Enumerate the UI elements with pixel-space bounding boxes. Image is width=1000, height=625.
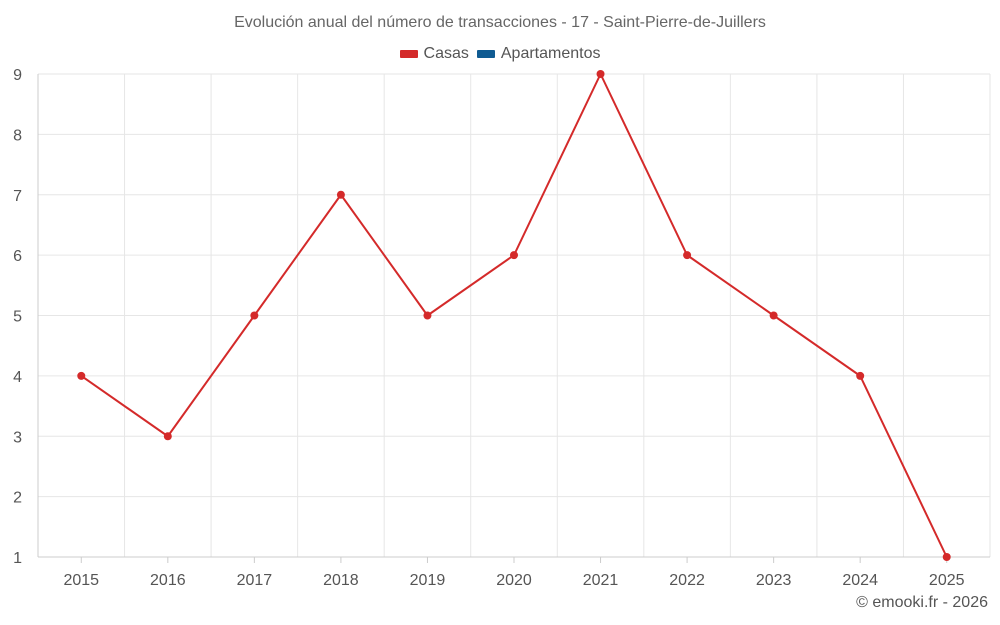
credit-text: © emooki.fr - 2026 (856, 594, 988, 611)
legend-label-casas: Casas (423, 45, 469, 62)
legend-swatch-casas (399, 50, 418, 58)
x-tick-label: 2019 (410, 572, 446, 589)
legend-label-apartamentos: Apartamentos (500, 45, 601, 62)
y-tick-label: 6 (13, 248, 22, 265)
tick-labels: 1 2 3 4 5 6 7 8 9 2015 2016 2017 2018 2019 2020 2021 202… (13, 67, 965, 589)
y-tick-label: 9 (13, 67, 22, 84)
data-point (336, 190, 345, 199)
x-tick-label: 2022 (669, 572, 705, 589)
data-point (77, 371, 86, 380)
data-point (942, 553, 951, 561)
y-tick-label: 2 (13, 490, 22, 507)
legend-item-apartamentos[interactable]: Apartamentos (476, 45, 601, 63)
x-tick-label: 2024 (842, 572, 878, 589)
data-point (163, 432, 172, 441)
x-tick-label: 2021 (583, 572, 619, 589)
x-tick-label: 2015 (63, 572, 99, 589)
data-point (510, 251, 518, 260)
series-casas (77, 70, 951, 561)
data-point (769, 311, 778, 320)
legend-item-casas[interactable]: Casas (399, 45, 469, 63)
x-tick-label: 2018 (323, 572, 359, 589)
axes (37, 74, 990, 563)
y-tick-label: 3 (13, 429, 22, 446)
x-tick-label: 2016 (150, 572, 186, 589)
y-tick-label: 7 (13, 188, 22, 205)
x-tick-label: 2017 (237, 572, 273, 589)
y-tick-label: 8 (13, 127, 22, 144)
x-tick-label: 2025 (929, 572, 965, 589)
data-point (856, 371, 865, 380)
x-tick-label: 2023 (756, 572, 792, 589)
legend-swatch-apartamentos (476, 50, 495, 58)
grid (38, 73, 991, 557)
data-point (250, 311, 259, 320)
y-tick-label: 5 (13, 309, 22, 326)
x-tick-label: 2020 (496, 572, 532, 589)
chart-title: Evolución anual del número de transaccio… (234, 14, 766, 31)
legend: Casas Apartamentos (0, 45, 1000, 63)
data-point (423, 311, 432, 320)
y-tick-label: 4 (13, 369, 22, 386)
data-point (683, 251, 692, 260)
y-tick-label: 1 (13, 550, 22, 567)
data-point (596, 70, 605, 78)
